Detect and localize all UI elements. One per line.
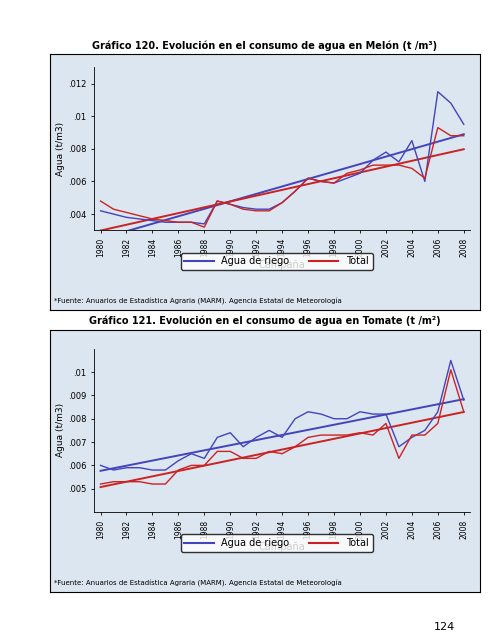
Text: Gráfico 120. Evolución en el consumo de agua en Melón (t /m³): Gráfico 120. Evolución en el consumo de …	[92, 41, 438, 51]
X-axis label: Campaña: Campaña	[259, 260, 305, 270]
Y-axis label: Agua (t/m3): Agua (t/m3)	[56, 122, 65, 176]
Legend: Agua de riego, Total: Agua de riego, Total	[181, 253, 373, 270]
Legend: Agua de riego, Total: Agua de riego, Total	[181, 534, 373, 552]
X-axis label: Campaña: Campaña	[259, 542, 305, 552]
Text: 124: 124	[434, 622, 455, 632]
Text: *Fuente: Anuarios de Estadística Agraria (MARM). Agencia Estatal de Meteorología: *Fuente: Anuarios de Estadística Agraria…	[54, 580, 342, 587]
Text: Gráfico 121. Evolución en el consumo de agua en Tomate (t /m²): Gráfico 121. Evolución en el consumo de …	[89, 316, 441, 326]
Y-axis label: Agua (t/m3): Agua (t/m3)	[56, 403, 65, 458]
Text: *Fuente: Anuarios de Estadística Agraria (MARM). Agencia Estatal de Meteorología: *Fuente: Anuarios de Estadística Agraria…	[54, 298, 342, 305]
